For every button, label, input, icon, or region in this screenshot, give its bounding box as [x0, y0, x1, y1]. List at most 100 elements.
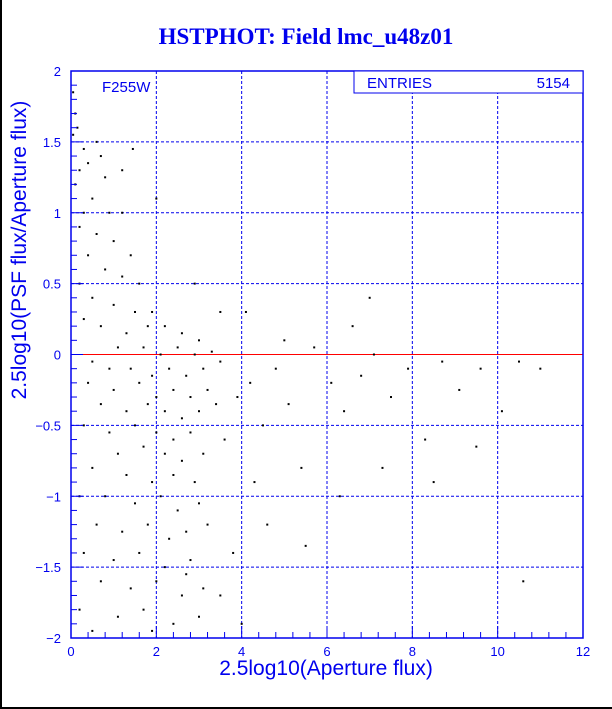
data-point — [219, 594, 222, 597]
data-point — [189, 431, 192, 434]
data-point — [104, 268, 107, 271]
data-point — [206, 388, 209, 391]
data-point — [185, 530, 188, 533]
data-point — [240, 622, 243, 625]
data-point — [219, 310, 222, 313]
data-point — [168, 537, 171, 540]
data-point — [159, 353, 162, 356]
data-point — [159, 495, 162, 498]
data-point — [176, 346, 179, 349]
data-point — [99, 155, 102, 158]
data-point — [262, 424, 264, 427]
data-point — [198, 615, 200, 618]
data-point — [116, 346, 119, 349]
data-point — [372, 353, 375, 356]
data-point — [368, 296, 371, 299]
data-point — [266, 523, 269, 526]
data-point — [112, 240, 115, 243]
data-point — [172, 473, 175, 476]
data-point — [155, 396, 158, 399]
data-point — [82, 424, 85, 427]
data-point — [304, 544, 307, 547]
data-point — [76, 126, 79, 129]
data-point — [343, 410, 346, 413]
data-point — [163, 452, 166, 455]
data-point — [202, 367, 205, 370]
data-point — [142, 608, 145, 611]
stats-label: ENTRIES — [367, 75, 432, 92]
data-point — [91, 197, 94, 200]
data-point — [87, 381, 90, 384]
data-point — [539, 367, 542, 370]
data-point — [500, 410, 503, 413]
data-point — [313, 346, 316, 349]
data-point — [202, 587, 205, 590]
chart-title: HSTPHOT: Field lmc_u48z01 — [158, 24, 454, 49]
y-tick-label: 1 — [54, 206, 61, 221]
data-point — [151, 629, 154, 632]
data-point — [129, 254, 132, 257]
x-tick-label: 0 — [67, 644, 74, 659]
data-point — [189, 559, 192, 562]
data-point — [108, 211, 111, 214]
data-point — [134, 424, 136, 427]
data-point — [424, 438, 427, 441]
data-point — [87, 162, 90, 165]
data-point — [172, 438, 175, 441]
data-point — [82, 147, 85, 150]
x-tick-label: 8 — [409, 644, 416, 659]
data-point — [522, 580, 525, 583]
data-point — [95, 140, 98, 143]
data-point — [381, 466, 384, 469]
data-point — [176, 509, 179, 512]
data-point — [121, 530, 124, 533]
data-point — [249, 381, 252, 384]
data-point — [458, 388, 461, 391]
data-point — [193, 282, 196, 285]
y-tick-label: 0 — [54, 348, 61, 363]
data-point — [95, 233, 98, 236]
x-tick-label: 12 — [576, 644, 590, 659]
x-axis-label: 2.5log10(Aperture flux) — [219, 657, 433, 680]
data-point — [168, 367, 171, 370]
data-point — [274, 367, 277, 370]
data-point — [432, 481, 435, 484]
data-point — [82, 211, 85, 214]
data-point — [146, 403, 149, 406]
data-point — [351, 325, 354, 328]
data-point — [236, 396, 239, 399]
data-point — [134, 502, 136, 505]
data-point — [210, 350, 213, 353]
data-point — [116, 615, 119, 618]
data-point — [138, 282, 141, 285]
data-point — [146, 325, 149, 328]
data-point — [441, 360, 444, 363]
data-point — [99, 580, 102, 583]
data-point — [125, 410, 128, 413]
data-point — [180, 594, 183, 597]
data-point — [180, 417, 183, 420]
data-point — [82, 318, 85, 321]
data-point — [121, 275, 124, 278]
data-point — [146, 523, 149, 526]
data-point — [99, 403, 102, 406]
data-point — [198, 502, 200, 505]
data-point — [172, 622, 175, 625]
data-point — [185, 374, 188, 377]
data-point — [232, 551, 235, 554]
data-point — [155, 431, 158, 434]
data-point — [215, 403, 218, 406]
data-point — [193, 353, 196, 356]
x-tick-label: 6 — [323, 644, 330, 659]
annotation-filter: F255W — [102, 79, 151, 96]
data-point — [138, 551, 141, 554]
data-point — [95, 523, 98, 526]
data-point — [131, 147, 134, 150]
stats-box — [353, 70, 584, 94]
data-point — [155, 197, 158, 200]
y-tick-label: 2 — [54, 64, 61, 79]
data-point — [91, 466, 94, 469]
data-point — [223, 438, 226, 441]
